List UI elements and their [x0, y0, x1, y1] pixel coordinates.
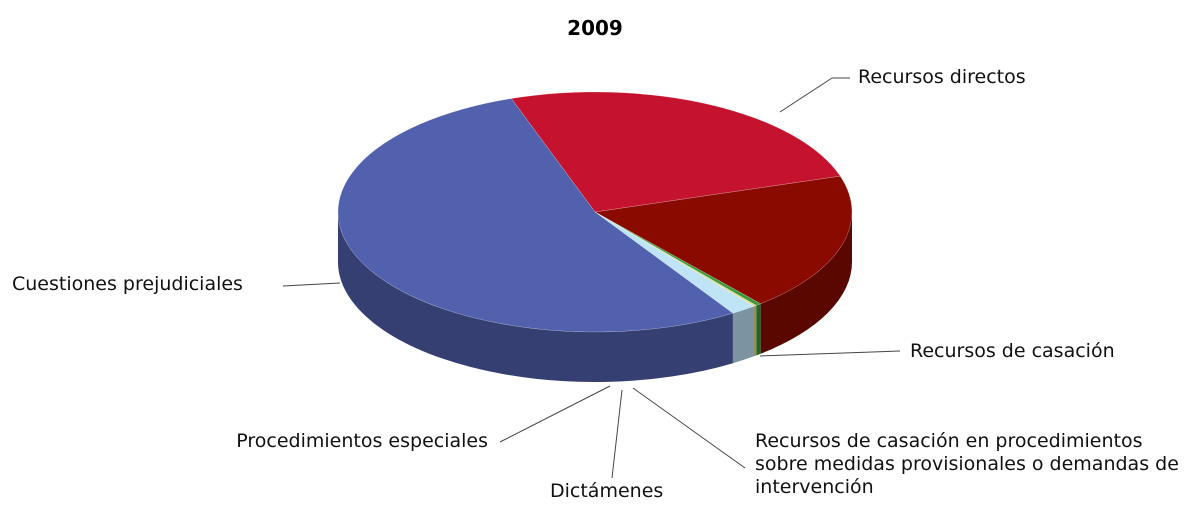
slice	[337, 98, 734, 333]
slice	[594, 175, 853, 305]
slice	[510, 91, 841, 213]
slice	[594, 211, 757, 307]
slice-label: Recursos de casación	[910, 340, 1115, 362]
slice	[594, 211, 755, 314]
slice-label: Cuestiones prejudiciales	[12, 273, 243, 295]
leader-line	[779, 77, 833, 113]
chart-title: 2009	[567, 16, 623, 40]
slice-side	[732, 306, 754, 364]
slice-label: Procedimientos especiales	[236, 430, 488, 452]
slice-label: Dictámenes	[550, 480, 664, 502]
slice-side	[753, 305, 757, 357]
slice-label: Recursos de casación en procedimientos s…	[755, 430, 1179, 498]
slice	[594, 211, 762, 306]
leader-line	[282, 282, 341, 287]
leader-line	[759, 350, 901, 357]
slice-side	[760, 212, 852, 354]
slice-side	[756, 303, 761, 356]
leader-line	[632, 387, 746, 469]
leader-line	[499, 385, 611, 443]
slice-side	[338, 212, 733, 382]
leader-line	[611, 389, 623, 479]
slice-label: Recursos directos	[858, 66, 1026, 88]
